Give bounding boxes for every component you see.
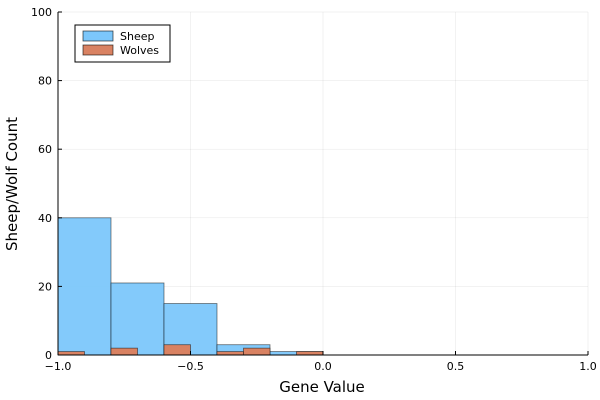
bar-wolves-0 — [57, 351, 85, 356]
bar-wolves-4 — [243, 347, 271, 356]
bar-sheep-0 — [57, 217, 112, 356]
x-tick-label-2: 0.0 — [314, 360, 332, 373]
bar-wolves-5 — [296, 351, 324, 356]
bar-wolves-3 — [216, 351, 244, 356]
x-axis-label: Gene Value — [279, 378, 365, 396]
bar-sheep-1 — [110, 282, 165, 356]
x-tick-label-0: −1.0 — [45, 360, 72, 373]
histogram-bars — [57, 217, 324, 356]
x-tick-label-1: −0.5 — [177, 360, 204, 373]
y-tick-label-2: 40 — [38, 212, 52, 225]
legend-label-wolves: Wolves — [120, 44, 159, 57]
legend-swatch-wolves — [82, 44, 114, 56]
legend-label-sheep: Sheep — [120, 30, 154, 43]
y-tick-label-3: 60 — [38, 143, 52, 156]
y-axis-label: Sheep/Wolf Count — [3, 117, 21, 251]
x-axis-ticks: −1.0 −0.5 0.0 0.5 1.0 — [45, 351, 597, 373]
x-tick-label-4: 1.0 — [579, 360, 597, 373]
y-tick-label-1: 20 — [38, 280, 52, 293]
bar-wolves-2 — [163, 344, 191, 356]
bar-wolves-1 — [110, 347, 138, 356]
legend-swatch-sheep — [82, 30, 114, 42]
y-tick-label-0: 0 — [45, 349, 52, 362]
x-tick-label-3: 0.5 — [447, 360, 465, 373]
y-axis-ticks: 0 20 40 60 80 100 — [31, 6, 62, 362]
y-tick-label-5: 100 — [31, 6, 52, 19]
y-tick-label-4: 80 — [38, 75, 52, 88]
